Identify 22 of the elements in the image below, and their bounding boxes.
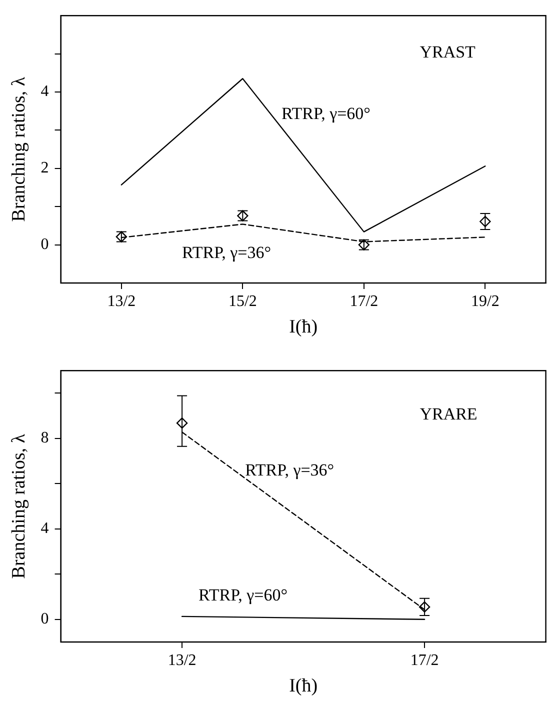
annotation: RTRP, γ=36° <box>182 243 272 262</box>
annotation: YRARE <box>420 404 478 424</box>
annotation: RTRP, γ=60° <box>281 104 370 124</box>
y-tick-label: 4 <box>40 520 49 538</box>
y-tick-label: 4 <box>40 83 49 100</box>
y-axis-title: Branching ratios, λ <box>8 76 30 222</box>
y-tick-label: 0 <box>40 610 49 628</box>
annotation: RTRP, γ=60° <box>198 585 288 604</box>
y-axis-title: Branching ratios, λ <box>8 433 30 579</box>
x-tick-label: 13/2 <box>168 652 196 669</box>
x-tick-label: 17/2 <box>410 652 439 669</box>
x-tick-label: 13/2 <box>107 292 136 310</box>
y-tick-label: 0 <box>40 236 49 254</box>
x-tick-label: 15/2 <box>228 292 257 310</box>
annotation: RTRP, γ=36° <box>245 460 334 480</box>
annotation: YRAST <box>420 42 476 62</box>
x-axis-title: I(ħ) <box>289 316 318 338</box>
x-axis-title: I(ħ) <box>289 676 318 697</box>
y-tick-label: 8 <box>40 430 49 447</box>
x-tick-label: 17/2 <box>350 292 378 310</box>
x-tick-label: 19/2 <box>470 292 500 310</box>
y-tick-label: 2 <box>40 160 49 177</box>
